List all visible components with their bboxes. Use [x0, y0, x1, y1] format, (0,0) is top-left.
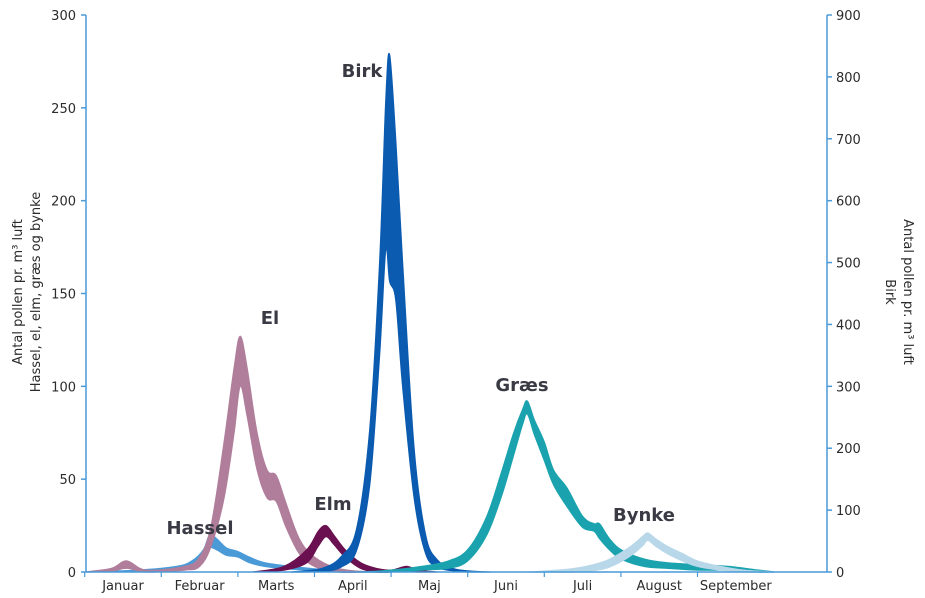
axes-layer: 0 50 100 150 200 250 300 0 100 200 300 400 500 600 70…: [51, 9, 861, 594]
left-tick-label: 0: [68, 566, 76, 581]
left-axis-title-line2: Hassel, el, elm, græs og bynke: [29, 192, 44, 392]
series-band-gr-s: [359, 400, 775, 573]
right-tick-label: 0: [836, 566, 844, 581]
left-tick-label: 150: [51, 288, 76, 303]
left-axis-title-line1: Antal pollen pr. m³ luft: [11, 219, 26, 365]
left-tick-label: 250: [51, 102, 76, 117]
right-tick-label: 100: [836, 504, 861, 519]
x-tick-label: Februar: [175, 579, 226, 594]
x-tick-label: Januar: [101, 579, 144, 594]
series-label-elm: Elm: [314, 494, 351, 515]
x-tick-label: April: [338, 579, 368, 594]
left-tick-label: 100: [51, 380, 76, 395]
right-tick-label: 600: [836, 195, 861, 210]
right-tick-label: 700: [836, 133, 861, 148]
x-tick-label: Juli: [572, 579, 592, 594]
x-tick-label: Marts: [258, 579, 295, 594]
right-tick-label: 200: [836, 442, 861, 457]
right-axis-title-line2: Birk: [882, 279, 897, 305]
x-tick-label: September: [700, 579, 773, 594]
x-tick-label: August: [636, 579, 682, 594]
right-tick-label: 300: [836, 380, 861, 395]
right-tick-label: 500: [836, 257, 861, 272]
series-label-gr-s: Græs: [495, 375, 548, 396]
left-axis-ticks: 0 50 100 150 200 250 300: [51, 9, 86, 581]
right-tick-label: 900: [836, 9, 861, 24]
series-label-hassel: Hassel: [166, 518, 233, 539]
series-labels: Hassel El Elm Birk Græs Bynke: [166, 61, 675, 539]
left-tick-label: 50: [59, 473, 76, 488]
series-label-birk: Birk: [342, 61, 384, 82]
x-axis-ticks: Januar Februar Marts April Maj Juni Juli August…: [84, 572, 773, 594]
series-label-bynke: Bynke: [613, 505, 675, 526]
right-axis-ticks: 0 100 200 300 400 500 600 700 800 900: [827, 9, 861, 581]
series-label-el: El: [261, 308, 279, 329]
x-tick-label: Maj: [418, 579, 441, 594]
right-axis-title-line1: Antal pollen pr. m³ luft: [900, 219, 915, 365]
x-tick-label: Juni: [493, 579, 518, 594]
left-tick-label: 200: [51, 195, 76, 210]
right-tick-label: 400: [836, 318, 861, 333]
left-tick-label: 300: [51, 9, 76, 24]
series-layer: [84, 52, 775, 573]
right-tick-label: 800: [836, 71, 861, 86]
